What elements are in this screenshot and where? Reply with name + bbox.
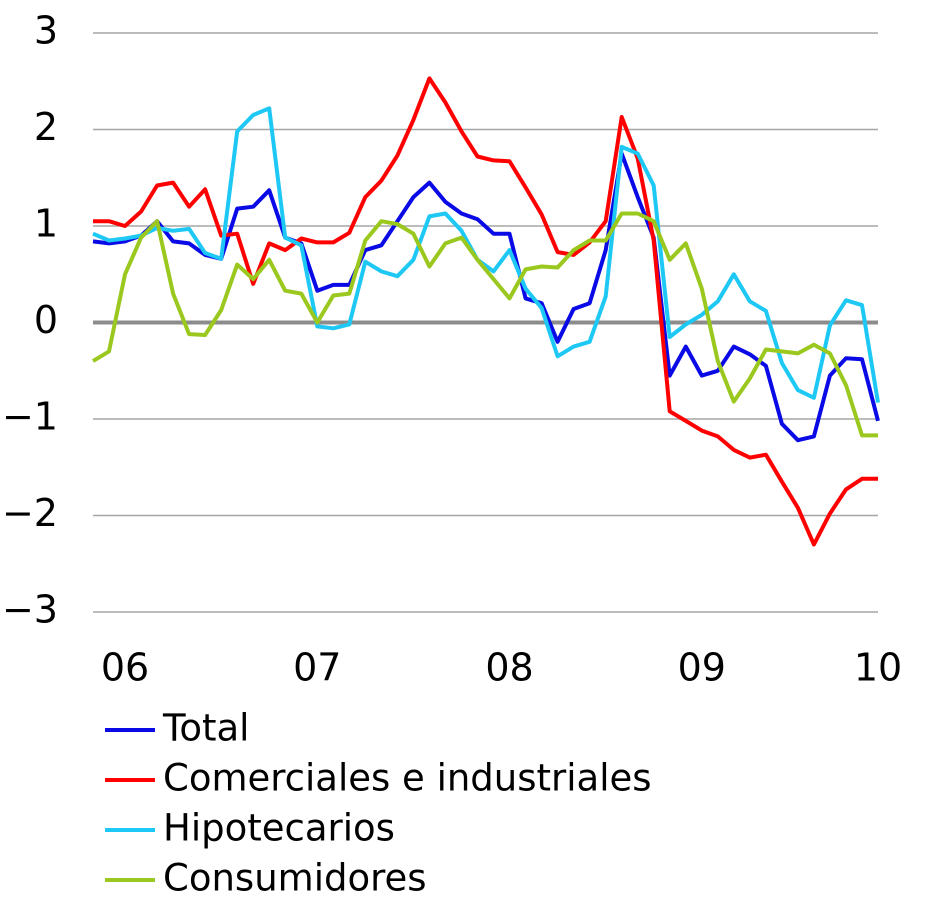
x-tick-label: 09	[678, 646, 726, 690]
series-line	[92, 106, 880, 403]
y-tick-label: −2	[2, 491, 58, 535]
series-line	[91, 211, 878, 438]
y-tick-label: 1	[34, 202, 58, 246]
legend-label: Hipotecarios	[163, 807, 395, 850]
x-tick-label: 08	[485, 646, 533, 690]
y-tick-label: 0	[34, 298, 58, 342]
legend-label: Consumidores	[163, 857, 427, 900]
series-line	[92, 151, 880, 443]
y-tick-label: 3	[34, 9, 58, 53]
x-tick-label: 06	[101, 646, 149, 690]
y-tick-label: −3	[2, 588, 58, 632]
y-tick-label: −1	[2, 395, 58, 439]
y-tick-label: 2	[34, 105, 58, 149]
legend-label: Comerciales e industriales	[163, 757, 652, 800]
legend-label: Total	[162, 707, 249, 750]
series-line	[93, 76, 878, 547]
x-tick-label: 07	[293, 646, 341, 690]
grid	[93, 32, 878, 613]
x-tick-label: 10	[854, 646, 902, 690]
legend: Total Comerciales e industriales Hipotecar…	[105, 707, 652, 900]
